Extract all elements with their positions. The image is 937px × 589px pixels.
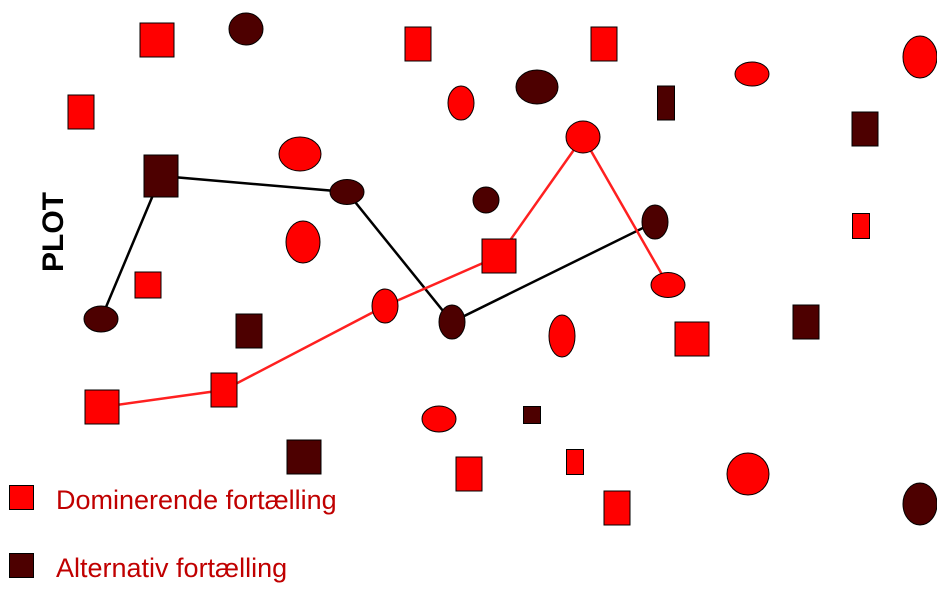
dominant-ellipse-marker	[726, 452, 770, 496]
dominant-square-marker	[590, 26, 618, 62]
legend-alternative-swatch	[9, 553, 34, 578]
alternative-ellipse-marker	[641, 204, 669, 240]
alternative-square-marker	[851, 111, 879, 147]
legend-dominant-swatch	[9, 485, 34, 510]
dominant-ellipse-marker	[565, 120, 601, 154]
dominant-ellipse-marker	[285, 220, 321, 264]
alternative-square-marker	[523, 406, 541, 424]
dominant-ellipse-marker	[371, 288, 399, 324]
dominant-square-marker	[67, 94, 95, 130]
alternative-square-marker	[235, 313, 263, 349]
dominant-square-marker	[134, 271, 162, 299]
alternative-square-marker	[143, 154, 179, 198]
alternative-square-marker	[657, 85, 675, 121]
dominant-ellipse-marker	[734, 61, 770, 87]
dominant-square-marker	[84, 389, 120, 425]
alternative-ellipse-marker	[472, 186, 500, 214]
plot-axis-label: PLOT	[37, 192, 70, 272]
dominant-square-marker	[481, 238, 517, 274]
alternative-ellipse-marker	[515, 69, 559, 105]
alternative-ellipse-marker	[438, 304, 466, 340]
alternative-ellipse-marker	[228, 12, 264, 46]
dominant-square-marker	[139, 22, 175, 58]
alternative-ellipse-marker	[902, 482, 937, 526]
connection-lines	[99, 134, 670, 409]
legend-dominant-label: Dominerende fortælling	[56, 485, 337, 515]
dominant-square-marker	[852, 213, 870, 239]
dominant-path-line	[101, 134, 670, 409]
dominant-square-marker	[603, 490, 631, 526]
dominant-ellipse-marker	[548, 314, 576, 358]
legend-alternative-label: Alternativ fortælling	[56, 553, 288, 583]
dominant-ellipse-marker	[447, 85, 475, 121]
dominant-square-marker	[404, 26, 432, 62]
scatter-shapes	[67, 12, 937, 526]
dominant-square-marker	[455, 456, 483, 492]
dominant-ellipse-marker	[421, 405, 457, 433]
dominant-square-marker	[210, 372, 238, 408]
alternative-square-marker	[286, 439, 322, 475]
dominant-square-marker	[674, 321, 710, 357]
dominant-ellipse-marker	[902, 35, 937, 79]
alternative-ellipse-marker	[83, 305, 119, 333]
dominant-ellipse-marker	[278, 136, 322, 172]
dominant-square-marker	[566, 449, 584, 475]
alternative-ellipse-marker	[329, 179, 365, 205]
alternative-square-marker	[792, 304, 820, 340]
dominant-ellipse-marker	[650, 272, 686, 298]
